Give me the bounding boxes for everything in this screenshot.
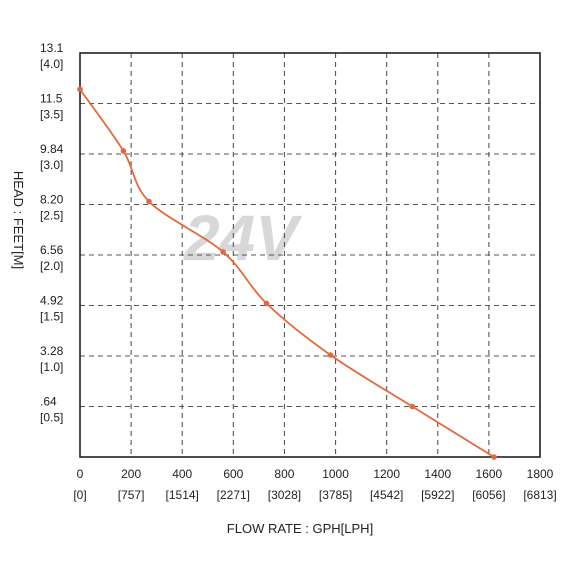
y-tick-label: 9.84 <box>40 142 64 156</box>
x-tick-sublabel: [6813] <box>523 488 556 502</box>
x-tick-sublabel: [0] <box>73 488 86 502</box>
data-point <box>220 249 226 255</box>
y-tick-label: 11.5 <box>40 92 63 106</box>
series-line <box>79 88 495 458</box>
x-tick-sublabel: [2271] <box>217 488 250 502</box>
x-tick-sublabel: [757] <box>118 488 145 502</box>
data-point <box>77 86 83 93</box>
x-tick-sublabel: [3028] <box>268 488 301 502</box>
x-tick-label: 1400 <box>424 467 451 481</box>
y-tick-sublabel: [3.0] <box>40 158 63 172</box>
y-tick-sublabel: [1.5] <box>40 310 63 324</box>
x-tick-label: 600 <box>223 467 243 481</box>
y-tick-label: 6.56 <box>40 243 64 257</box>
x-tick-sublabel: [6056] <box>472 488 505 502</box>
y-tick-label: .64 <box>40 395 57 409</box>
x-tick-label: 1000 <box>322 467 349 481</box>
y-tick-label: 3.28 <box>40 344 64 358</box>
x-tick-label: 1800 <box>527 467 554 481</box>
y-tick-sublabel: [3.5] <box>40 108 63 122</box>
y-tick-label: 13.1 <box>40 41 64 55</box>
x-tick-label: 1200 <box>373 467 400 481</box>
x-tick-labels: 0 [0] 200 [757] 400 [1514] 600 [2271] 800 [3028] 1… <box>73 467 556 502</box>
data-point <box>409 403 416 410</box>
y-tick-sublabel: [0.5] <box>40 411 63 425</box>
data-point <box>146 198 152 205</box>
y-tick-labels: 13.1 [4.0] 11.5 [3.5] 9.84 [3.0] 8.20 [2.5] 6.56… <box>40 41 64 425</box>
y-axis-label: HEAD : FEET[M] <box>11 171 26 269</box>
x-tick-label: 0 <box>77 467 84 481</box>
x-axis-label: FLOW RATE : GPH[LPH] <box>227 521 373 536</box>
y-tick-sublabel: [4.0] <box>40 57 63 71</box>
y-tick-sublabel: [1.0] <box>40 360 63 374</box>
plot-frame <box>79 52 541 458</box>
y-tick-label: 8.20 <box>40 193 64 207</box>
data-point <box>263 300 270 307</box>
x-tick-sublabel: [4542] <box>370 488 403 502</box>
y-tick-sublabel: [2.5] <box>40 209 63 223</box>
grid-lines <box>80 53 540 457</box>
data-point <box>327 352 334 358</box>
x-tick-sublabel: [5922] <box>421 488 454 502</box>
watermark-text: 24V <box>183 202 303 274</box>
y-tick-label: 4.92 <box>40 294 64 308</box>
data-point <box>120 148 127 154</box>
x-tick-sublabel: [3785] <box>319 488 352 502</box>
x-tick-label: 800 <box>274 467 294 481</box>
x-tick-label: 200 <box>121 467 141 481</box>
x-tick-label: 1600 <box>476 467 503 481</box>
series-layer <box>77 86 497 460</box>
x-tick-sublabel: [1514] <box>166 488 199 502</box>
data-point <box>491 454 497 460</box>
y-tick-sublabel: [2.0] <box>40 259 63 273</box>
x-tick-label: 400 <box>172 467 192 481</box>
